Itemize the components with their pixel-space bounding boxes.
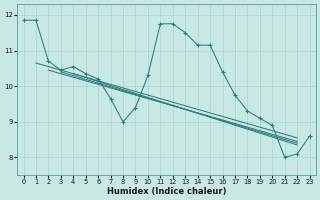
X-axis label: Humidex (Indice chaleur): Humidex (Indice chaleur) <box>107 187 226 196</box>
